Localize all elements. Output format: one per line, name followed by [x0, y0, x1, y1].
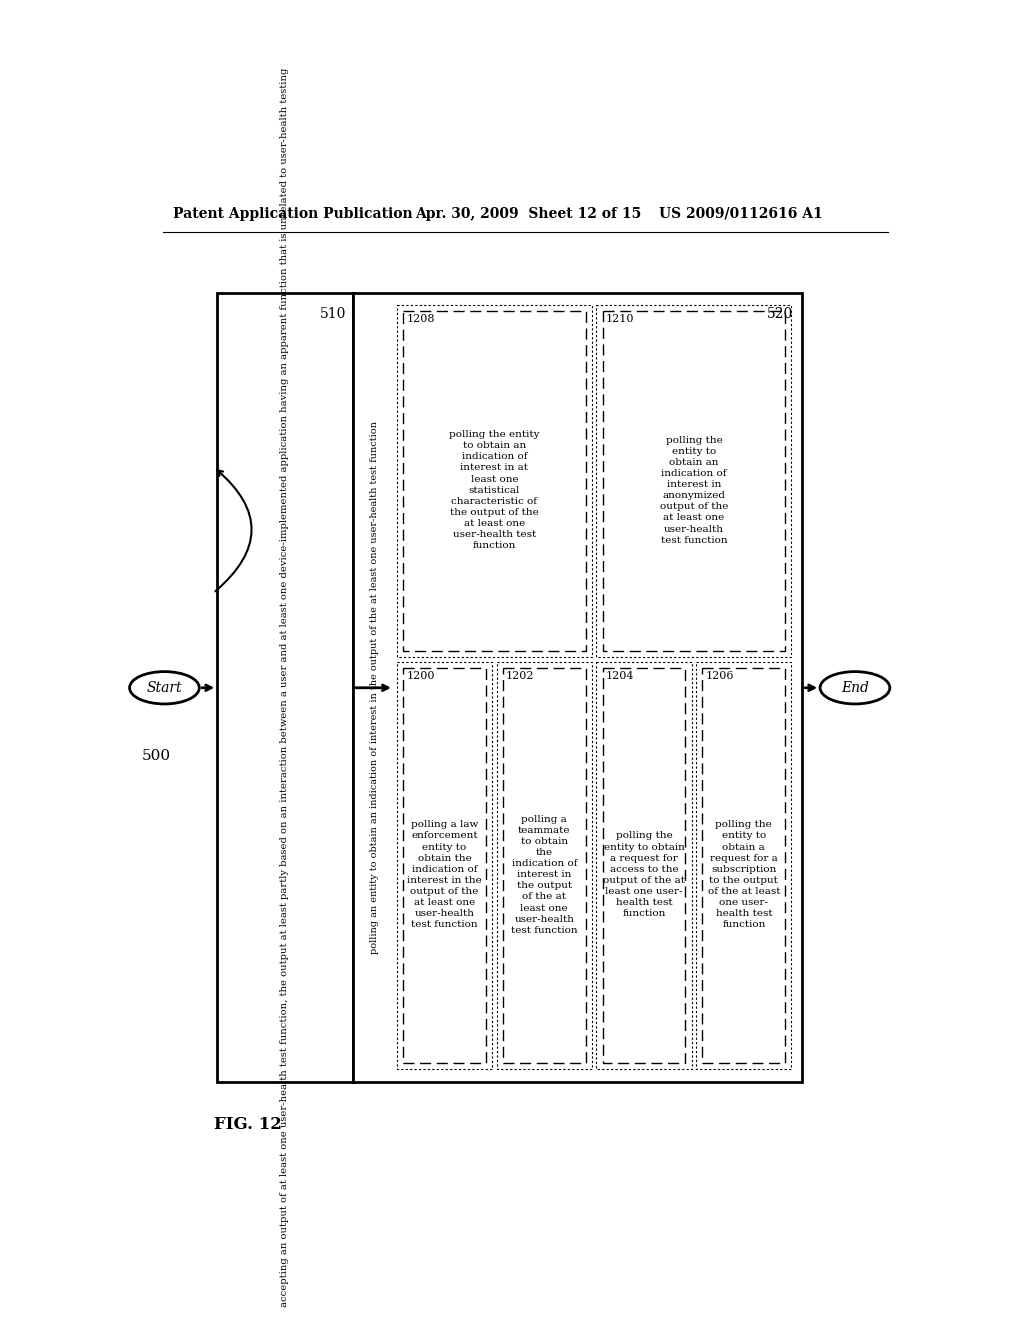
Bar	[503, 668, 586, 1063]
Bar	[597, 661, 691, 1069]
Text: polling the entity
to obtain an
indication of
interest in at
least one
statistic: polling the entity to obtain an indicati…	[450, 430, 540, 550]
Text: polling the
entity to
obtain an
indication of
interest in
anonymized
output of t: polling the entity to obtain an indicati…	[659, 436, 728, 545]
Bar	[403, 312, 586, 651]
Bar	[403, 668, 485, 1063]
Text: 1206: 1206	[706, 671, 734, 681]
Bar	[603, 668, 685, 1063]
Text: 1202: 1202	[506, 671, 535, 681]
Text: US 2009/0112616 A1: US 2009/0112616 A1	[658, 207, 822, 220]
Text: FIG. 12: FIG. 12	[214, 1117, 282, 1134]
Ellipse shape	[130, 672, 200, 704]
Text: 510: 510	[321, 308, 346, 321]
Bar	[603, 312, 785, 651]
Text: 500: 500	[142, 750, 171, 763]
Bar	[702, 668, 785, 1063]
Text: accepting an output of at least one user-health test function, the output at lea: accepting an output of at least one user…	[281, 69, 290, 1308]
Text: End: End	[841, 681, 869, 694]
Text: Patent Application Publication: Patent Application Publication	[173, 207, 413, 220]
Bar	[352, 293, 802, 1082]
Bar	[696, 661, 792, 1069]
Text: Apr. 30, 2009  Sheet 12 of 15: Apr. 30, 2009 Sheet 12 of 15	[415, 207, 641, 220]
Text: Start: Start	[146, 681, 182, 694]
Text: 1200: 1200	[407, 671, 435, 681]
Text: 1208: 1208	[407, 314, 435, 323]
Text: 1204: 1204	[606, 671, 634, 681]
Text: 1210: 1210	[606, 314, 634, 323]
Text: polling the
entity to
obtain a
request for a
subscription
to the output
of the a: polling the entity to obtain a request f…	[708, 820, 780, 929]
Bar	[597, 305, 792, 657]
Text: 520: 520	[767, 308, 793, 321]
Text: polling a
teammate
to obtain
the
indication of
interest in
the output
of the at
: polling a teammate to obtain the indicat…	[511, 814, 578, 935]
Bar	[397, 661, 493, 1069]
Text: polling the
entity to obtain
a request for
access to the
output of the at
least : polling the entity to obtain a request f…	[603, 832, 685, 919]
Ellipse shape	[820, 672, 890, 704]
Bar	[497, 661, 592, 1069]
Text: polling an entity to obtain an indication of interest in the output of the at le: polling an entity to obtain an indicatio…	[370, 421, 379, 954]
Bar	[217, 293, 352, 1082]
Text: polling a law
enforcement
entity to
obtain the
indication of
interest in the
out: polling a law enforcement entity to obta…	[408, 820, 482, 929]
Bar	[397, 305, 592, 657]
